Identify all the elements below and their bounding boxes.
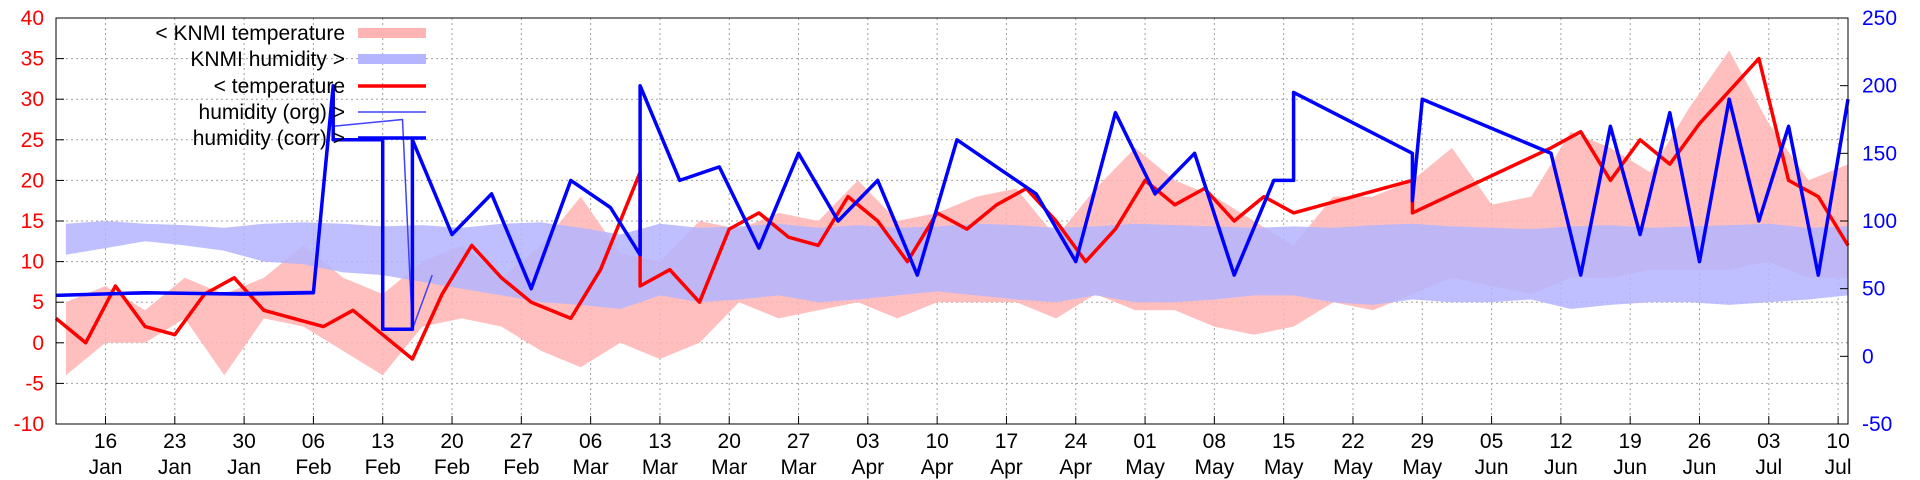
x-tick-month: Jun <box>1544 456 1578 479</box>
y2-tick-label: 0 <box>1862 345 1874 368</box>
x-tick-day: 20 <box>440 430 463 453</box>
x-tick-month: May <box>1125 456 1165 479</box>
y-tick-label: 30 <box>21 88 44 111</box>
x-tick-month: Jan <box>89 456 123 479</box>
x-tick-month: Feb <box>365 456 401 479</box>
x-tick-day: 05 <box>1480 430 1503 453</box>
x-tick-month: Apr <box>1059 456 1092 479</box>
x-tick-day: 27 <box>787 430 810 453</box>
x-tick-day: 20 <box>718 430 741 453</box>
x-tick-day: 01 <box>1133 430 1156 453</box>
y-tick-label: -10 <box>14 413 44 436</box>
y2-tick-label: 250 <box>1862 7 1897 30</box>
x-tick-month: Jun <box>1475 456 1509 479</box>
x-tick-day: 12 <box>1549 430 1572 453</box>
x-tick-day: 10 <box>925 430 948 453</box>
x-tick-day: 24 <box>1064 430 1088 453</box>
y-tick-label: 10 <box>21 251 44 274</box>
legend-entry-label: KNMI humidity > <box>190 48 345 71</box>
x-tick-day: 06 <box>302 430 325 453</box>
legend-entry-label: < temperature <box>214 75 345 98</box>
y-tick-label: 40 <box>21 7 44 30</box>
x-tick-day: 19 <box>1619 430 1642 453</box>
y-tick-label: 0 <box>32 332 44 355</box>
x-tick-day: 13 <box>648 430 671 453</box>
x-tick-month: Mar <box>642 456 678 479</box>
legend-entry-label: < KNMI temperature <box>155 22 345 45</box>
x-tick-month: Jul <box>1825 456 1852 479</box>
x-tick-month: Apr <box>852 456 885 479</box>
y-tick-label: -5 <box>25 372 44 395</box>
x-tick-day: 08 <box>1203 430 1226 453</box>
x-tick-month: Apr <box>921 456 954 479</box>
x-tick-month: Jan <box>227 456 261 479</box>
x-tick-day: 30 <box>232 430 255 453</box>
x-tick-month: May <box>1264 456 1304 479</box>
x-tick-day: 26 <box>1688 430 1711 453</box>
y-axis-right: 250 200 150 100 50 0 -50 <box>1840 7 1897 436</box>
x-tick-month: Jul <box>1755 456 1782 479</box>
x-tick-month: May <box>1402 456 1442 479</box>
x-tick-month: Feb <box>295 456 331 479</box>
x-tick-day: 16 <box>94 430 117 453</box>
legend-entry-label: humidity (corr) > <box>193 127 345 150</box>
y2-tick-label: 50 <box>1862 278 1885 301</box>
x-tick-month: May <box>1195 456 1235 479</box>
y2-tick-label: 150 <box>1862 142 1897 165</box>
y2-tick-label: 100 <box>1862 210 1897 233</box>
x-tick-month: Apr <box>990 456 1023 479</box>
x-tick-day: 13 <box>371 430 394 453</box>
x-tick-day: 03 <box>856 430 879 453</box>
x-tick-day: 15 <box>1272 430 1295 453</box>
x-tick-month: Feb <box>434 456 470 479</box>
x-tick-month: Mar <box>573 456 609 479</box>
y-axis-left: 40 35 30 25 20 15 10 5 0 -5 -10 <box>14 7 64 436</box>
y-tick-label: 15 <box>21 210 44 233</box>
x-tick-month: Jan <box>158 456 192 479</box>
x-tick-month: Jun <box>1683 456 1717 479</box>
x-tick-day: 23 <box>163 430 186 453</box>
series-line-2 <box>54 56 1850 361</box>
x-tick-month: Feb <box>503 456 539 479</box>
x-tick-month: Mar <box>711 456 747 479</box>
x-tick-day: 27 <box>510 430 533 453</box>
x-tick-day: 03 <box>1757 430 1780 453</box>
x-tick-day: 10 <box>1826 430 1849 453</box>
x-tick-month: May <box>1333 456 1373 479</box>
x-tick-day: 22 <box>1341 430 1364 453</box>
x-tick-day: 29 <box>1411 430 1434 453</box>
y-tick-label: 20 <box>21 169 44 192</box>
x-tick-day: 06 <box>579 430 602 453</box>
legend-entry-label: humidity (org) > <box>199 101 345 124</box>
y-tick-label: 25 <box>21 129 44 152</box>
x-tick-month: Mar <box>780 456 816 479</box>
y-tick-label: 35 <box>21 48 44 71</box>
y-tick-label: 5 <box>32 291 44 314</box>
x-axis: 16 Jan 23 Jan 30 Jan 06 Feb 13 Feb 20 Feb 27 Feb 06 Mar… <box>89 416 1852 479</box>
x-tick-day: 17 <box>995 430 1018 453</box>
legend: < KNMI temperature KNMI humidity > < tempe… <box>155 22 426 150</box>
series-line-4 <box>55 83 1850 332</box>
y2-tick-label: -50 <box>1862 413 1892 436</box>
series-area <box>54 50 1850 376</box>
y2-tick-label: 200 <box>1862 75 1897 98</box>
x-tick-month: Jun <box>1613 456 1647 479</box>
